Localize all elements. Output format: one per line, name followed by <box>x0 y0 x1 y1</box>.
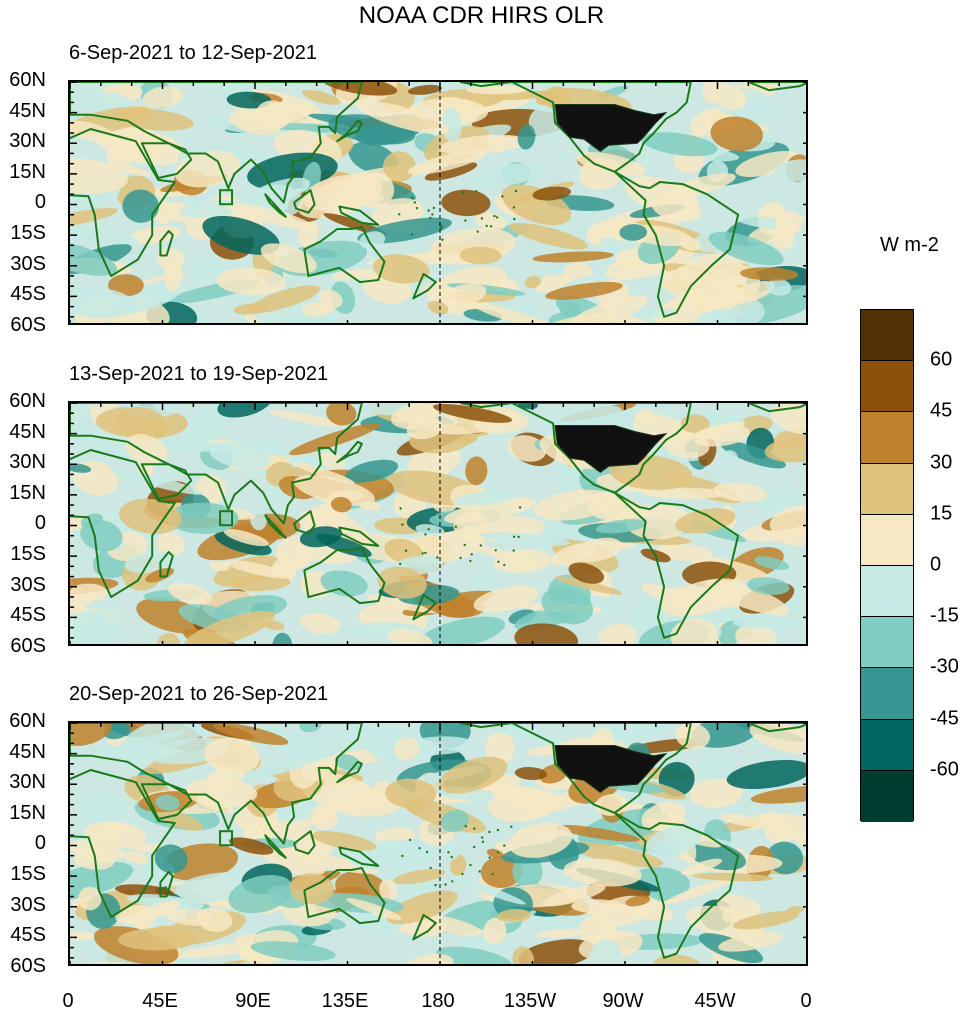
lat-label: 60N <box>9 390 46 412</box>
lat-label: 30N <box>9 451 46 474</box>
usa-states-fill <box>554 425 668 474</box>
colorbar-label: 30 <box>930 451 953 474</box>
lat-label: 15N <box>9 481 46 504</box>
colorbar-label: -45 <box>930 707 959 730</box>
colorbar-label: -60 <box>930 758 959 781</box>
colorbar-swatch <box>861 361 913 413</box>
lat-label: 0 <box>34 512 46 535</box>
lon-label-135w: 135W <box>503 990 557 1012</box>
colorbar-swatch <box>861 565 913 618</box>
lon-label-45w: 45W <box>694 990 736 1012</box>
index-box <box>219 189 234 206</box>
pacific-islands <box>398 189 518 241</box>
pacific-islands <box>401 825 513 887</box>
lat-label: 15S <box>10 222 46 244</box>
lat-label: 45N <box>9 420 46 443</box>
olr-map-panel-3 <box>68 721 808 966</box>
lat-label: 60N <box>9 710 46 732</box>
lat-label: 30S <box>10 573 46 596</box>
lat-label: 60S <box>10 313 46 336</box>
olr-anomaly-map-2 <box>70 403 806 644</box>
lat-label: 45S <box>10 283 46 306</box>
colorbar-swatch <box>861 617 913 669</box>
anomaly-field <box>70 82 806 323</box>
lat-label: 15S <box>10 543 46 565</box>
lat-label: 45S <box>10 604 46 627</box>
coastlines <box>70 723 806 959</box>
colorbar-label: -30 <box>930 655 959 678</box>
map-title: NOAA CDR HIRS OLR <box>358 2 605 29</box>
colorbar-label: -15 <box>930 604 959 627</box>
index-box <box>219 510 234 527</box>
lat-label: 45S <box>10 924 46 947</box>
colorbar <box>860 309 914 822</box>
olr-anomaly-map-1 <box>70 82 806 323</box>
lat-label: 15N <box>9 801 46 824</box>
anomaly-field <box>70 723 806 964</box>
lat-label: 30N <box>9 130 46 153</box>
colorbar-label: 15 <box>930 502 953 525</box>
lat-label: 0 <box>34 832 46 855</box>
lon-label-90w: 90W <box>602 990 644 1012</box>
colorbar-swatch <box>861 412 913 464</box>
lon-label-0-end: 0 <box>800 990 812 1012</box>
colorbar-swatch <box>861 514 913 566</box>
colorbar-swatch <box>861 310 913 362</box>
colorbar-swatch <box>861 668 913 720</box>
colorbar-units: W m-2 <box>880 234 939 256</box>
axis-ticks <box>70 82 806 323</box>
olr-map-panel-2 <box>68 401 808 646</box>
coastlines <box>70 82 806 318</box>
panel-1-date-range: 6-Sep-2021 to 12-Sep-2021 <box>69 42 317 64</box>
colorbar-swatch <box>861 719 913 771</box>
lon-label-90e: 90E <box>235 990 271 1012</box>
lat-label: 60N <box>9 69 46 91</box>
axis-ticks <box>70 723 806 964</box>
colorbar-label: 45 <box>930 399 953 422</box>
usa-states-fill <box>554 745 668 794</box>
lat-label: 15S <box>10 863 46 885</box>
lat-label: 0 <box>34 191 46 214</box>
lat-label: 30N <box>9 771 46 794</box>
lat-label: 60S <box>10 954 46 977</box>
lat-label: 30S <box>10 252 46 275</box>
pacific-islands <box>399 506 522 567</box>
anomaly-field <box>70 403 806 644</box>
olr-map-panel-1 <box>68 80 808 325</box>
lat-label: 30S <box>10 893 46 916</box>
panel-3-date-range: 20-Sep-2021 to 26-Sep-2021 <box>69 683 329 705</box>
lat-label: 45N <box>9 740 46 763</box>
colorbar-swatch <box>861 770 913 822</box>
lat-label: 60S <box>10 634 46 657</box>
lon-label-135e: 135E <box>321 990 369 1012</box>
lon-label-0: 0 <box>62 990 74 1012</box>
usa-states-fill <box>554 104 668 153</box>
olr-anomaly-map-3 <box>70 723 806 964</box>
colorbar-swatch <box>861 463 913 515</box>
colorbar-label: 0 <box>930 553 942 576</box>
lon-label-45e: 45E <box>142 990 178 1012</box>
colorbar-label: 60 <box>930 348 953 371</box>
lat-label: 15N <box>9 160 46 183</box>
index-box <box>219 830 234 847</box>
axis-ticks <box>70 403 806 644</box>
lon-label-180: 180 <box>421 990 455 1012</box>
lat-label: 45N <box>9 99 46 122</box>
coastlines <box>70 403 806 639</box>
panel-2-date-range: 13-Sep-2021 to 19-Sep-2021 <box>69 363 329 385</box>
